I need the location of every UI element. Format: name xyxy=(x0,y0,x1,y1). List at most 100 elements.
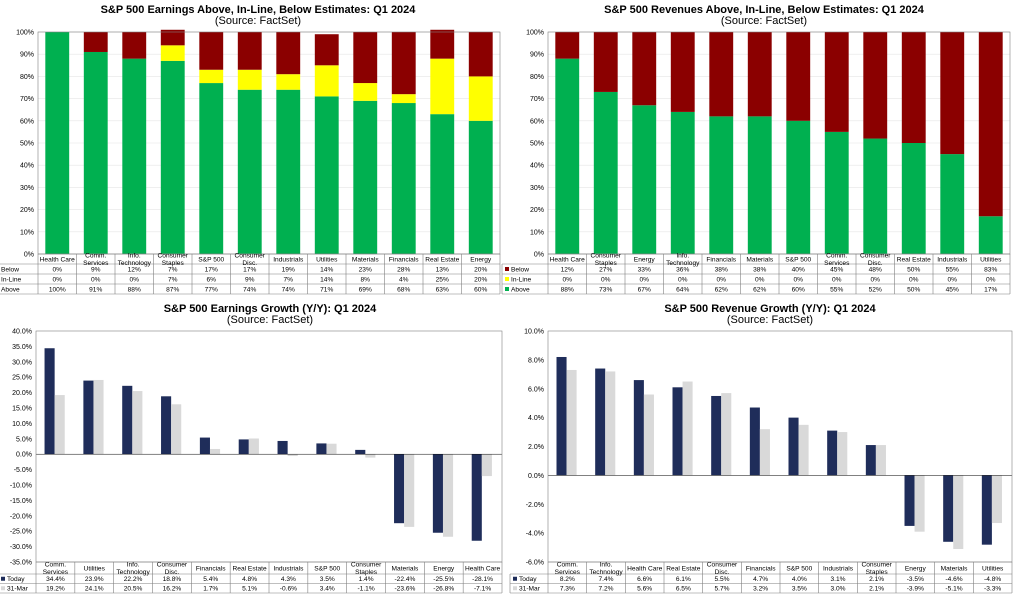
bar-prior xyxy=(442,454,454,537)
y-tick-label: 90% xyxy=(530,52,544,59)
data-value: 52% xyxy=(869,287,882,294)
bar-inline xyxy=(276,74,301,90)
category-label: Info. Technology xyxy=(589,562,623,577)
category-label: Health Care xyxy=(465,565,501,572)
category-label: Consumer Staples xyxy=(591,253,622,268)
data-value: 6.6% xyxy=(637,576,652,583)
y-tick-label: 20.0% xyxy=(12,390,32,397)
chart-subtitle: (Source: FactSet) xyxy=(727,314,813,326)
bar-today xyxy=(788,417,799,476)
earnings-surprise-chart: S&P 500 Earnings Above, In-Line, Below E… xyxy=(0,4,501,295)
data-value: 0% xyxy=(947,277,957,284)
data-value: 4.3% xyxy=(281,576,296,583)
y-tick-label: 10% xyxy=(530,229,544,236)
y-tick-label: 8.0% xyxy=(528,357,544,364)
bar-today xyxy=(749,407,760,476)
category-label: Consumer Disc. xyxy=(235,253,266,268)
category-label: Consumer Disc. xyxy=(707,562,738,577)
data-value: 1.4% xyxy=(359,576,374,583)
category-label: Consumer Disc. xyxy=(157,562,188,577)
data-value: 55% xyxy=(830,287,843,294)
category-label: Consumer Staples xyxy=(351,562,382,577)
data-value: -3.5% xyxy=(907,576,924,583)
y-tick-label: 10% xyxy=(20,229,34,236)
legend-key xyxy=(1,586,5,591)
data-value: 60% xyxy=(474,287,487,294)
y-tick-label: 100% xyxy=(526,30,544,37)
category-label: Financials xyxy=(196,565,226,572)
bar-below xyxy=(237,32,262,70)
data-value: 7% xyxy=(283,277,293,284)
data-value: -26.8% xyxy=(433,586,454,593)
bar-below xyxy=(353,32,378,84)
plot-frame xyxy=(35,330,503,563)
data-value: 3.4% xyxy=(320,586,335,593)
data-value: 33% xyxy=(638,267,651,274)
data-value: 74% xyxy=(243,287,256,294)
y-tick-label: -5.0% xyxy=(14,467,32,474)
bar-above xyxy=(160,60,185,254)
category-label: S&P 500 xyxy=(786,565,812,572)
data-value: 17% xyxy=(984,287,997,294)
category-label: Industrials xyxy=(273,565,304,572)
legend-label: Below xyxy=(1,267,19,274)
data-value: 3.5% xyxy=(320,576,335,583)
y-tick-label: 60% xyxy=(530,118,544,125)
category-label: Energy xyxy=(634,256,656,263)
bar-today xyxy=(672,387,683,476)
category-label: Info. Technology xyxy=(116,562,150,577)
data-value: 100% xyxy=(49,287,66,294)
plot-frame xyxy=(547,330,1013,563)
legend-label: 31-Mar xyxy=(7,586,29,593)
data-value: -4.8% xyxy=(984,576,1001,583)
bar-prior xyxy=(287,454,298,457)
data-value: 0% xyxy=(793,277,803,284)
data-value: 34.4% xyxy=(46,576,65,583)
legend-key xyxy=(1,576,5,581)
category-label: Health Care xyxy=(40,256,76,263)
bar-below xyxy=(670,32,695,112)
bar-prior xyxy=(209,448,221,455)
data-value: 17% xyxy=(205,267,218,274)
y-tick-label: 50% xyxy=(530,141,544,148)
category-label: Health Care xyxy=(627,565,663,572)
data-value: 50% xyxy=(907,287,920,294)
data-value: 6.5% xyxy=(676,586,691,593)
bar-below xyxy=(709,32,734,117)
bar-above xyxy=(83,51,108,255)
data-value: -5.1% xyxy=(945,586,962,593)
y-tick-label: -20.0% xyxy=(10,513,32,520)
data-value: 19% xyxy=(282,267,295,274)
bar-today xyxy=(199,437,210,455)
data-value: 55% xyxy=(946,267,959,274)
category-label: Industrials xyxy=(823,565,854,572)
category-label: Utilities xyxy=(316,256,338,263)
y-tick-label: 30% xyxy=(20,185,34,192)
data-value: 45% xyxy=(830,267,843,274)
data-value: 48% xyxy=(869,267,882,274)
bar-today xyxy=(595,368,606,476)
bar-inline xyxy=(353,83,378,101)
bar-below xyxy=(940,32,965,155)
legend-label: Today xyxy=(519,576,537,583)
data-value: 0% xyxy=(562,277,572,284)
bar-today xyxy=(432,454,443,533)
category-label: Materials xyxy=(352,256,379,263)
data-value: 0% xyxy=(639,277,649,284)
data-value: 62% xyxy=(715,287,728,294)
data-value: 0% xyxy=(832,277,842,284)
data-value: -28.1% xyxy=(472,576,493,583)
bar-above xyxy=(353,100,378,254)
y-tick-label: 40% xyxy=(20,163,34,170)
bar-prior xyxy=(365,454,376,458)
data-value: 14% xyxy=(320,267,333,274)
data-value: 68% xyxy=(397,287,410,294)
category-label: Real Estate xyxy=(233,565,267,572)
data-value: 4% xyxy=(399,277,409,284)
bar-above xyxy=(430,114,455,254)
bar-today xyxy=(355,449,366,455)
data-value: 83% xyxy=(984,267,997,274)
data-value: 23.9% xyxy=(85,576,104,583)
bar-today xyxy=(827,430,838,476)
